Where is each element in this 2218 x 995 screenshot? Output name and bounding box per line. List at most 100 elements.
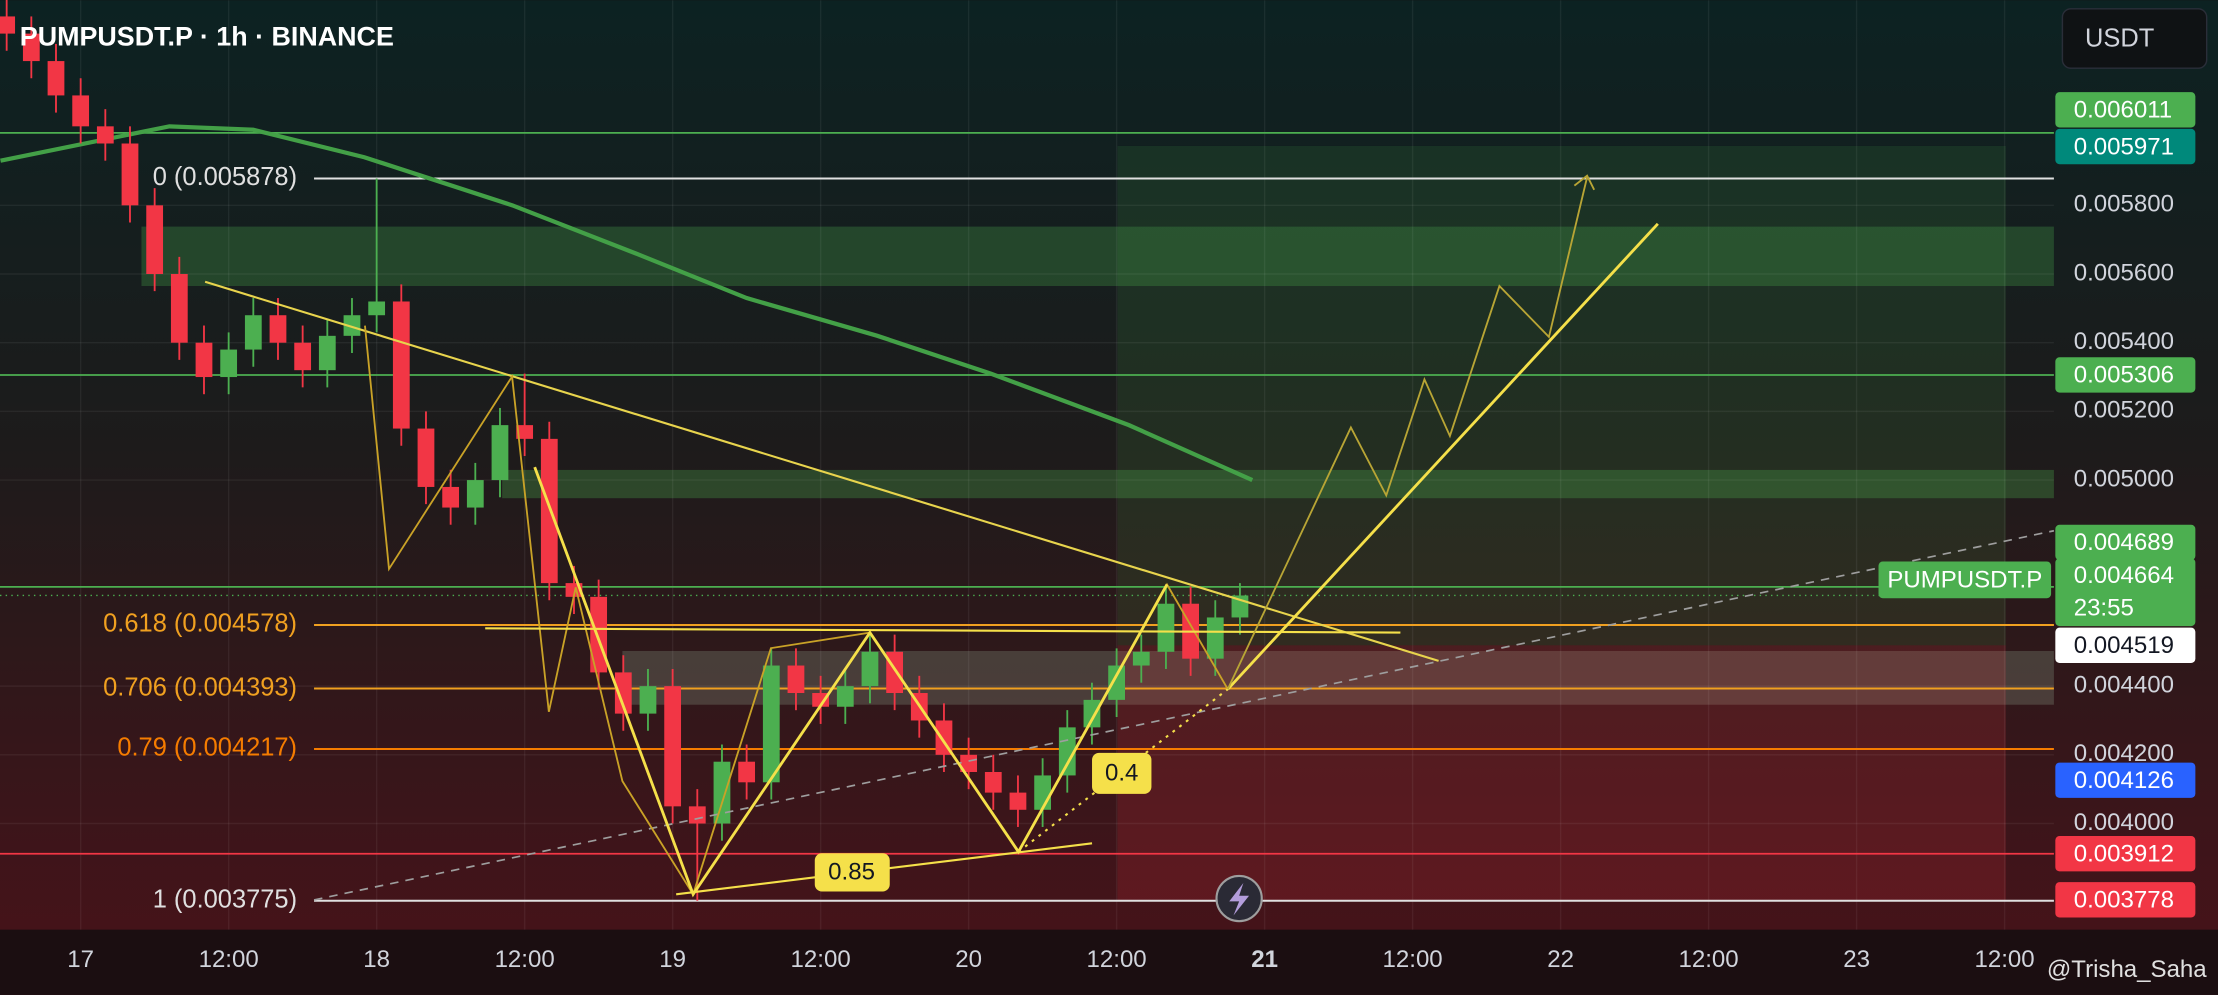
candle-body [762,665,780,783]
symbol-tag-box [1878,561,2052,599]
candle-body [72,95,90,127]
y-tick-label: 0.005800 [2074,191,2174,218]
price-label: 0.003778 [2074,887,2174,914]
moving-average [0,124,1254,483]
candle-body [540,438,558,584]
y-tick-label: 0.004400 [2074,671,2174,698]
supply-zone [141,226,2054,287]
breakout-line [1226,222,1659,691]
candle-body [170,274,188,343]
candle-body [639,686,657,714]
candle-body [1206,617,1224,659]
y-tick-label: 0.005200 [2074,397,2174,424]
candle-body [491,425,509,481]
candle-body [47,61,65,96]
dotted-leg [1017,688,1229,853]
candle-body [466,480,484,508]
candle-body [738,761,756,783]
candle-body [1108,665,1126,700]
candle-body [713,761,731,824]
currency-button[interactable] [2061,8,2208,69]
candle-body [1009,792,1027,810]
watermark: @Trisha_Saha [2047,956,2207,983]
candle-body [1034,775,1052,810]
annotation-box [814,853,890,892]
candle-body [244,315,262,350]
candle-body [812,693,830,707]
y-tick-label: 0.004000 [2074,809,2174,836]
x-tick-label: 12:00 [1087,946,1147,973]
candle-body [1083,699,1101,728]
candle-body [1157,603,1175,652]
candle-body [984,772,1002,793]
resistance-zone [502,469,2054,499]
candle-body [664,686,682,807]
dashed-trendline [313,529,2055,901]
currency-label: USDT [2085,25,2154,53]
candle-body [392,301,410,429]
long-stop-box [1117,645,2006,902]
fib-label: 0.706 (0.004393) [103,673,297,701]
descending-trendline [204,280,1439,662]
candle-body [220,349,238,378]
price-label-box [2055,92,2196,128]
projection-arrow [1573,174,1596,191]
symbol-tag: PUMPUSDT.P [1887,567,2042,594]
candle-body [861,651,879,687]
projection-path [1226,176,1589,690]
drawings: 0.85 0.4 [204,174,2055,923]
x-tick-label: 22 [1547,946,1574,973]
price-label-box [2055,762,2196,798]
x-tick-label: 17 [67,946,94,973]
demand-zone [622,650,2054,705]
y-tick-label: 0.005400 [2074,328,2174,355]
x-tick-label: 12:00 [495,946,555,973]
x-tick-label: 12:00 [1975,946,2035,973]
fib-label: 0.618 (0.004578) [103,610,297,638]
annotation-box [1092,752,1152,794]
price-label-box [2055,357,2196,393]
candle-body [146,205,164,275]
price-label: 0.003912 [2074,840,2174,867]
price-label-box [2055,882,2196,918]
x-tick-label: 12:00 [1679,946,1739,973]
candle-body [294,342,312,371]
x-tick-label: 19 [659,946,686,973]
price-label-box [2055,627,2196,663]
x-tick-label: 23 [1843,946,1870,973]
candle-body [96,126,114,144]
price-label-box [2055,128,2196,165]
pattern-legs [533,466,1169,898]
price-label-box [2055,836,2196,872]
price-label: 0.005306 [2074,362,2174,389]
x-tick-label: 12:00 [199,946,259,973]
candle-body [614,672,632,714]
lightning-icon [1229,882,1250,916]
countdown: 23:55 [2074,595,2134,622]
candle-body [516,425,534,439]
candle-body [688,806,706,824]
x-tick-label: 21 [1251,946,1278,973]
candle-body [442,486,460,508]
price-label: 0.006011 [2074,97,2172,124]
annotation: 0.4 [1105,759,1138,786]
candle-body [22,33,40,62]
candle-body [960,754,978,773]
fib-label: 0 (0.005878) [153,163,297,191]
price-label: 0.004126 [2074,767,2174,794]
price-label: 0.005971 [2074,133,2174,160]
neckline [485,627,1401,634]
candle-body [787,665,805,694]
x-tick-label: 18 [363,946,390,973]
candle-body [1132,651,1150,666]
candle-body [269,315,287,343]
axis-layer: PUMPUSDT.P · 1h · BINANCE USDT @Trisha_S… [20,8,2208,983]
fib-label: 1 (0.003775) [153,886,297,914]
price-label-box [2055,524,2196,561]
candle-body [1058,727,1076,776]
annotation: 0.85 [828,858,875,885]
